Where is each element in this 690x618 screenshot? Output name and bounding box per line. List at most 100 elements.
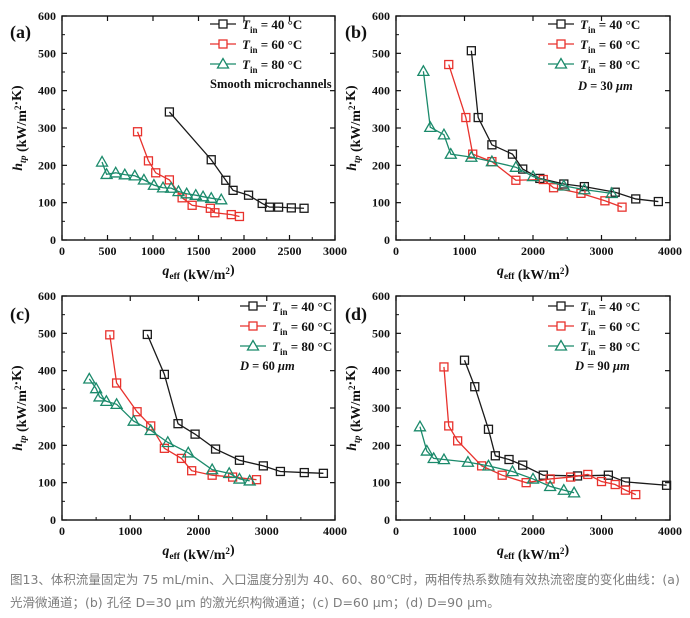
- data-point: [92, 389, 107, 402]
- data-point: [518, 460, 528, 470]
- data-point: [210, 208, 220, 218]
- y-tick-label: 0: [384, 233, 390, 247]
- series-line: [101, 161, 222, 201]
- data-point: [181, 445, 195, 458]
- data-point: [548, 183, 559, 193]
- data-point: [468, 149, 478, 159]
- data-point: [164, 175, 175, 185]
- y-tick-label: 100: [372, 196, 390, 210]
- x-tick-label: 3000: [590, 244, 614, 258]
- data-point: [159, 369, 170, 380]
- legend-label: Tin = 60 °C: [580, 319, 640, 337]
- y-tick-label: 200: [38, 158, 56, 172]
- data-point: [264, 202, 275, 212]
- figure-caption: 图13、体积流量固定为 75 mL/min、入口温度分别为 40、60、80℃时…: [10, 572, 680, 610]
- legend-label: Tin = 40 °C: [242, 17, 302, 35]
- data-point: [137, 173, 151, 185]
- data-point: [505, 464, 520, 477]
- x-tick-label: 4000: [323, 524, 347, 538]
- y-axis-label: htp (kW/m2·K): [10, 85, 30, 171]
- y-tick-label: 0: [384, 513, 390, 527]
- x-tick-label: 1000: [118, 524, 142, 538]
- data-point: [631, 489, 641, 500]
- y-tick-label: 500: [38, 326, 56, 340]
- y-tick-label: 0: [50, 513, 56, 527]
- data-point: [234, 455, 245, 465]
- y-tick-label: 400: [38, 84, 56, 98]
- x-tick-label: 500: [99, 244, 117, 258]
- data-point: [461, 455, 475, 467]
- data-point: [171, 184, 186, 197]
- panel-label: (a): [10, 22, 31, 43]
- data-point: [603, 470, 613, 480]
- data-point: [189, 188, 203, 200]
- data-point: [161, 435, 175, 448]
- series-line: [443, 366, 637, 496]
- data-point: [444, 147, 458, 159]
- data-point: [151, 168, 161, 178]
- data-point: [173, 419, 183, 429]
- x-tick-label: 0: [393, 244, 399, 258]
- data-point: [176, 453, 187, 464]
- series-line: [470, 50, 659, 203]
- data-point: [187, 466, 197, 476]
- x-tick-label: 0: [393, 524, 399, 538]
- series-line: [168, 111, 305, 209]
- x-tick-label: 3000: [255, 524, 279, 538]
- data-point: [444, 421, 454, 431]
- data-point: [461, 112, 471, 123]
- legend-marker: [218, 19, 228, 29]
- data-point: [483, 424, 494, 434]
- legend-marker: [556, 301, 566, 311]
- x-axis-label: qeff (kW/m2): [497, 263, 570, 283]
- data-point: [452, 436, 463, 446]
- data-point: [504, 454, 514, 465]
- data-point: [204, 191, 218, 203]
- x-tick-label: 2000: [187, 524, 211, 538]
- data-point: [111, 378, 122, 388]
- data-point: [273, 202, 284, 212]
- data-point: [187, 200, 197, 210]
- data-point: [466, 46, 477, 56]
- data-point: [164, 107, 175, 117]
- data-point: [497, 470, 507, 480]
- x-tick-label: 0: [59, 524, 65, 538]
- data-point: [661, 480, 672, 490]
- data-point: [95, 155, 109, 167]
- data-point: [487, 140, 497, 150]
- series-line: [422, 71, 612, 194]
- y-tick-label: 300: [38, 121, 56, 135]
- x-axis-label: qeff (kW/m2): [162, 263, 235, 283]
- data-point: [583, 469, 593, 480]
- legend-marker: [218, 39, 228, 49]
- data-point: [605, 186, 619, 199]
- data-point: [600, 196, 610, 206]
- legend-label: Tin = 40 °C: [580, 17, 640, 35]
- data-point: [299, 203, 309, 213]
- y-axis-label: htp (kW/m2·K): [10, 365, 30, 451]
- y-tick-label: 200: [38, 438, 56, 452]
- panel-annotation: D = 90 μm: [574, 359, 630, 373]
- data-point: [545, 474, 555, 484]
- chart-panel: 0 1000 2000 3000 4000 0 100 200 300 400 500 600 qeff…: [10, 289, 347, 563]
- data-point: [89, 381, 103, 394]
- data-point: [423, 120, 437, 133]
- data-point: [567, 485, 581, 498]
- data-point: [99, 167, 114, 180]
- y-axis-label: htp (kW/m2·K): [344, 365, 364, 451]
- data-point: [243, 190, 254, 200]
- data-point: [439, 362, 449, 372]
- data-point: [105, 330, 115, 340]
- panel-annotation: D = 60 μm: [239, 359, 295, 373]
- data-point: [221, 175, 231, 185]
- y-tick-label: 500: [38, 46, 56, 60]
- x-tick-label: 3000: [590, 524, 614, 538]
- data-point: [132, 407, 142, 417]
- data-point: [509, 160, 523, 172]
- data-point: [243, 473, 257, 486]
- data-point: [118, 167, 132, 180]
- panel-label: (d): [345, 304, 367, 325]
- data-point: [507, 149, 518, 159]
- data-point: [557, 179, 571, 191]
- data-point: [206, 155, 216, 165]
